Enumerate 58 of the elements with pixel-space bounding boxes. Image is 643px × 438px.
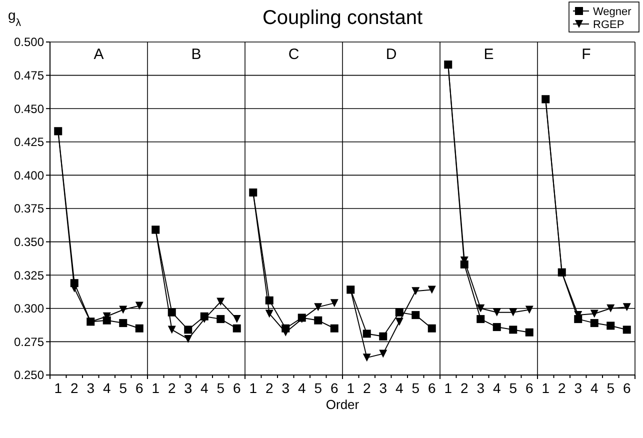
y-tick-label: 0.325 (14, 268, 44, 282)
y-tick-label: 0.250 (14, 368, 44, 382)
x-tick-label: 6 (525, 380, 534, 396)
x-tick-label: 1 (152, 380, 160, 396)
y-tick-label: 0.425 (14, 135, 44, 150)
x-tick-label: 4 (298, 380, 306, 396)
x-tick-label: 3 (379, 380, 388, 396)
y-tick-label: 0.450 (14, 102, 44, 116)
x-tick-label: 6 (622, 380, 631, 396)
x-tick-label: 4 (102, 380, 111, 396)
x-tick-label: 3 (86, 380, 95, 396)
y-tick-label: 0.350 (14, 235, 44, 249)
x-tick-label: 3 (184, 380, 192, 396)
chart-title: Coupling constant (262, 7, 423, 29)
y-tick-label: 0.300 (14, 302, 44, 316)
y-tick-label: 0.400 (14, 168, 44, 182)
y-tick-label: 0.500 (14, 35, 44, 50)
x-tick-label: 5 (412, 380, 420, 396)
x-axis-title: Order (326, 397, 360, 412)
x-tick-label: 2 (168, 380, 176, 396)
x-tick-label: 6 (428, 380, 436, 396)
x-tick-label: 4 (590, 380, 598, 396)
x-tick-label: 1 (54, 380, 62, 396)
chart-subtitle: D (386, 46, 397, 63)
x-tick-label: 5 (119, 380, 128, 396)
x-tick-label: 5 (314, 380, 322, 396)
x-tick-label: 4 (492, 380, 501, 396)
x-tick-label: 2 (70, 380, 78, 396)
x-tick-label: 3 (476, 380, 485, 396)
legend-label: Wegner (593, 6, 632, 18)
x-tick-label: 4 (395, 380, 404, 396)
y-tick-label: 0.375 (14, 202, 44, 216)
x-tick-label: 2 (265, 380, 274, 396)
x-tick-label: 1 (249, 380, 258, 396)
x-tick-label: 5 (606, 380, 615, 396)
x-tick-label: 2 (558, 380, 566, 396)
x-tick-label: 5 (216, 380, 225, 396)
x-tick-label: 5 (509, 380, 518, 396)
x-tick-label: 4 (200, 380, 208, 396)
chart-subtitle: A (94, 46, 104, 63)
x-tick-label: 6 (135, 380, 144, 396)
y-axis-title: g$_{λ}$ (8, 7, 22, 29)
y-tick-label: 0.275 (14, 334, 44, 349)
x-tick-label: 2 (362, 380, 371, 396)
chart-subtitle: C (288, 46, 300, 63)
chart-subtitle: E (484, 46, 494, 63)
x-tick-label: 2 (460, 380, 468, 396)
x-tick-label: 3 (574, 380, 582, 396)
y-tick-label: 0.475 (14, 68, 44, 82)
chart-subtitle: F (582, 46, 591, 63)
x-tick-label: 1 (444, 380, 452, 396)
x-tick-label: 1 (542, 380, 550, 396)
x-tick-label: 6 (330, 380, 338, 396)
legend-label: RGEP (593, 18, 624, 31)
x-tick-label: 1 (346, 380, 355, 396)
chart-subtitle: B (191, 46, 202, 63)
x-tick-label: 3 (282, 380, 290, 396)
x-tick-label: 6 (232, 380, 241, 396)
